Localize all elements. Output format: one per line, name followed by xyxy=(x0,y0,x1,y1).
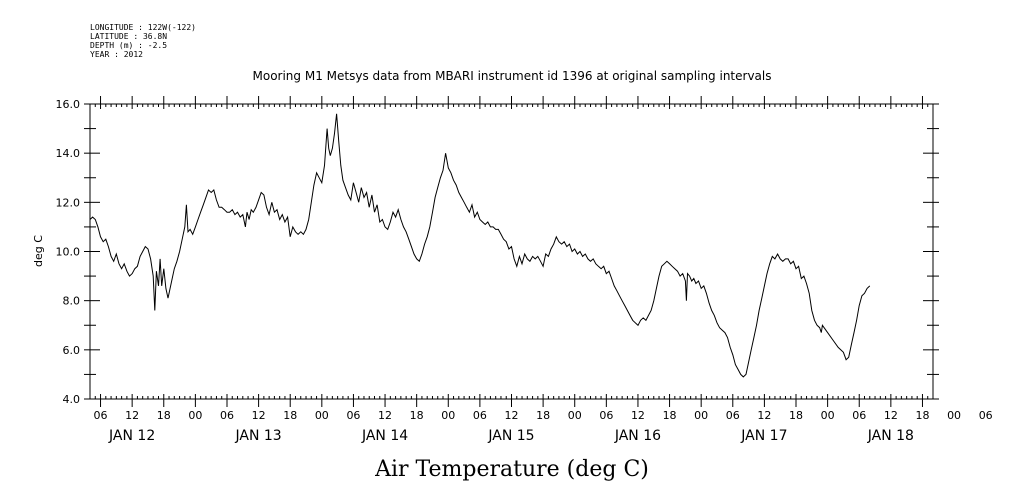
chart-title: Mooring M1 Metsys data from MBARI instru… xyxy=(253,69,772,83)
y-axis-label: deg C xyxy=(32,235,45,267)
x-hour-label: 18 xyxy=(915,409,929,422)
x-hour-label: 06 xyxy=(979,409,993,422)
x-day-label: JAN 15 xyxy=(487,428,534,444)
x-hour-label: 06 xyxy=(852,409,866,422)
x-axis-ticks: 06 12 18 00 06 12 18 00 06 12 18 00 06 12 18 00 06 12 18 00… xyxy=(89,96,993,444)
x-hour-label: 00 xyxy=(947,409,961,422)
meta-year: YEAR : 2012 xyxy=(90,50,143,59)
y-tick-label: 8.0 xyxy=(63,295,81,308)
x-hour-label: 12 xyxy=(125,409,139,422)
x-hour-label: 06 xyxy=(726,409,740,422)
x-hour-label: 00 xyxy=(315,409,329,422)
plot-frame xyxy=(89,103,934,400)
meta-latitude: LATITUDE : 36.8N xyxy=(90,32,167,41)
x-hour-label: 00 xyxy=(188,409,202,422)
x-hour-label: 00 xyxy=(568,409,582,422)
meta-longitude: LONGITUDE : 122W(-122) xyxy=(90,23,196,32)
air-temperature-line xyxy=(89,113,871,378)
x-hour-label: 00 xyxy=(441,409,455,422)
x-hour-label: 00 xyxy=(821,409,835,422)
x-hour-label: 06 xyxy=(599,409,613,422)
x-day-label: JAN 12 xyxy=(108,428,155,444)
x-hour-label: 06 xyxy=(94,409,108,422)
x-hour-label: 06 xyxy=(346,409,360,422)
x-hour-label: 12 xyxy=(757,409,771,422)
x-axis-label: Air Temperature (deg C) xyxy=(374,457,649,482)
x-day-label: JAN 16 xyxy=(614,428,661,444)
y-tick-label: 10.0 xyxy=(56,246,81,259)
x-hour-label: 12 xyxy=(884,409,898,422)
x-day-label: JAN 17 xyxy=(740,428,787,444)
x-hour-label: 12 xyxy=(252,409,266,422)
x-hour-label: 06 xyxy=(473,409,487,422)
meta-depth: DEPTH (m) : -2.5 xyxy=(90,41,167,50)
y-axis-ticks: 4.0 6.0 8.0 10.0 12.0 14.0 16.0 xyxy=(56,98,939,406)
x-hour-label: 18 xyxy=(283,409,297,422)
x-hour-label: 00 xyxy=(694,409,708,422)
y-tick-label: 6.0 xyxy=(63,344,81,357)
x-hour-label: 18 xyxy=(789,409,803,422)
x-hour-label: 18 xyxy=(663,409,677,422)
x-day-label: JAN 18 xyxy=(867,428,914,444)
y-tick-label: 16.0 xyxy=(56,98,81,111)
y-tick-label: 4.0 xyxy=(63,393,81,406)
y-tick-label: 12.0 xyxy=(56,196,81,209)
x-hour-label: 18 xyxy=(157,409,171,422)
x-hour-label: 12 xyxy=(505,409,519,422)
x-hour-label: 12 xyxy=(378,409,392,422)
x-hour-label: 12 xyxy=(631,409,645,422)
x-day-label: JAN 13 xyxy=(234,428,281,444)
x-hour-label: 18 xyxy=(536,409,550,422)
y-tick-label: 14.0 xyxy=(56,147,81,160)
x-day-label: JAN 14 xyxy=(361,428,408,444)
x-hour-label: 06 xyxy=(220,409,234,422)
x-hour-label: 18 xyxy=(410,409,424,422)
